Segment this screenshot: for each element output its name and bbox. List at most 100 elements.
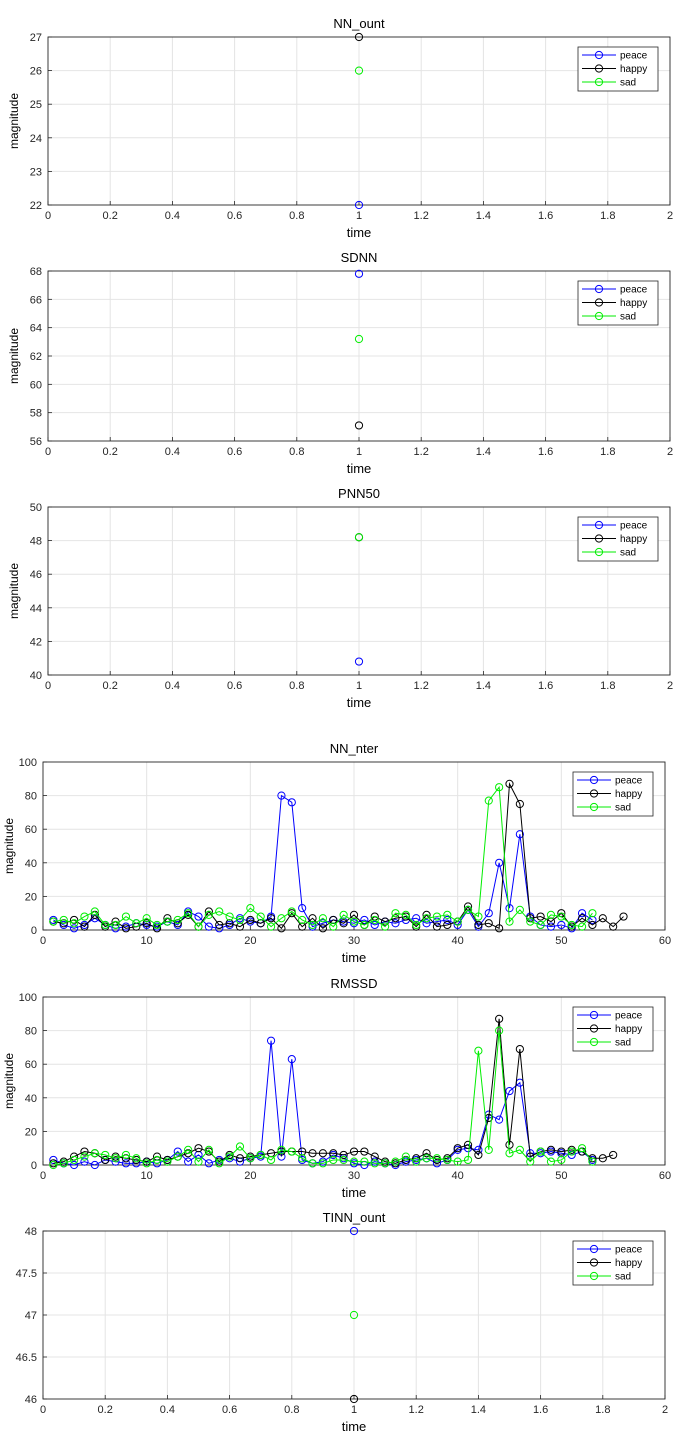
chart-panel-1: 0 0.2 0.4 0.6 0.8 1 1.2 1.4 1.6 1.8 2 56 58 60 62 64 66 6… xyxy=(7,250,673,476)
data-point xyxy=(515,905,524,914)
data-point xyxy=(463,905,473,914)
x-tick-label: 1.6 xyxy=(538,680,553,692)
y-tick-label: 80 xyxy=(25,791,37,803)
legend-label-sad: sad xyxy=(620,78,636,89)
data-point xyxy=(70,924,79,933)
data-point xyxy=(360,920,369,930)
data-point xyxy=(515,1044,524,1054)
y-tick-label: 64 xyxy=(30,323,42,335)
data-point xyxy=(215,920,224,930)
data-point xyxy=(235,1142,245,1151)
data-point xyxy=(349,917,359,926)
data-point xyxy=(495,1014,504,1023)
data-point xyxy=(567,920,576,930)
data-point xyxy=(349,1310,359,1320)
axes-box xyxy=(47,36,671,206)
x-tick-label: 1.6 xyxy=(538,210,553,222)
chart-panel-4: 0 10 20 30 40 50 60 0 20 40 60 80 100 RMSSD time magnit… xyxy=(2,976,671,1200)
data-point xyxy=(298,1154,307,1163)
x-tick-label: 10 xyxy=(141,935,153,947)
data-point xyxy=(588,1157,597,1166)
y-tick-label: 100 xyxy=(19,992,37,1004)
x-tick-label: 0 xyxy=(45,680,51,692)
y-tick-label: 48 xyxy=(30,536,42,548)
legend-label-peace: peace xyxy=(620,285,648,296)
data-point xyxy=(505,779,514,788)
data-point xyxy=(354,66,364,75)
chart-title: PNN50 xyxy=(338,486,380,501)
x-axis-label: time xyxy=(342,1185,367,1200)
data-point xyxy=(246,904,255,913)
legend-swatch-marker xyxy=(594,64,604,73)
data-point xyxy=(287,798,296,807)
data-point xyxy=(59,915,68,925)
data-point xyxy=(515,799,524,809)
data-point xyxy=(339,919,348,928)
data-point xyxy=(422,919,431,928)
data-point xyxy=(588,1154,597,1163)
legend-label-happy: happy xyxy=(615,1024,642,1035)
data-point xyxy=(557,920,566,930)
x-tick-label: 1.8 xyxy=(600,210,615,222)
x-tick-label: 10 xyxy=(141,1170,153,1182)
x-tick-label: 60 xyxy=(659,1170,671,1182)
y-tick-label: 62 xyxy=(30,351,42,363)
data-point xyxy=(354,32,364,42)
x-tick-label: 0 xyxy=(45,210,51,222)
data-point xyxy=(354,533,364,542)
data-point xyxy=(443,910,452,919)
data-point xyxy=(298,904,307,913)
y-tick-label: 0 xyxy=(31,1160,37,1172)
x-tick-label: 0.8 xyxy=(289,210,304,222)
data-point xyxy=(474,912,483,921)
x-tick-label: 1.2 xyxy=(414,210,429,222)
legend-label-happy: happy xyxy=(620,298,647,309)
data-point xyxy=(619,912,628,921)
x-tick-label: 2 xyxy=(667,210,673,222)
legend-label-sad: sad xyxy=(620,548,636,559)
legend-label-happy: happy xyxy=(620,64,647,75)
x-tick-label: 1.8 xyxy=(595,1404,610,1416)
y-axis-label: magnitude xyxy=(7,328,21,384)
legend: peace happy sad xyxy=(572,1240,654,1286)
y-tick-label: 40 xyxy=(30,670,42,682)
legend-label-sad: sad xyxy=(615,1038,631,1049)
data-point xyxy=(546,910,556,919)
x-axis-label: time xyxy=(342,1419,367,1434)
legend-swatch-marker xyxy=(594,547,604,557)
data-point xyxy=(308,1149,317,1158)
data-point xyxy=(432,912,442,921)
data-point xyxy=(235,915,245,925)
data-point xyxy=(391,1157,400,1166)
x-tick-label: 0.6 xyxy=(222,1404,237,1416)
data-point xyxy=(370,1159,379,1168)
y-tick-label: 47 xyxy=(25,1310,37,1322)
data-point xyxy=(536,920,545,930)
data-point xyxy=(432,1154,442,1163)
x-tick-label: 0.4 xyxy=(165,446,180,458)
data-point xyxy=(577,909,587,918)
x-tick-label: 1.8 xyxy=(600,680,615,692)
data-point xyxy=(443,915,452,925)
data-point xyxy=(318,1149,327,1158)
data-point xyxy=(173,915,182,925)
y-tick-label: 60 xyxy=(25,824,37,836)
data-point xyxy=(277,914,286,923)
x-tick-label: 50 xyxy=(555,935,567,947)
data-point xyxy=(432,917,442,926)
data-point xyxy=(598,1154,607,1163)
data-point xyxy=(266,1036,276,1045)
y-tick-label: 80 xyxy=(25,1026,37,1038)
data-point xyxy=(235,1154,245,1163)
x-tick-label: 30 xyxy=(348,1170,360,1182)
x-tick-label: 0.4 xyxy=(165,210,180,222)
x-tick-label: 1.6 xyxy=(533,1404,548,1416)
data-point xyxy=(443,920,452,930)
data-point xyxy=(588,909,597,918)
y-tick-label: 22 xyxy=(30,200,42,212)
data-point xyxy=(204,910,213,919)
x-tick-label: 0.4 xyxy=(165,680,180,692)
data-point xyxy=(132,1154,141,1163)
legend-swatch-marker xyxy=(589,789,599,798)
